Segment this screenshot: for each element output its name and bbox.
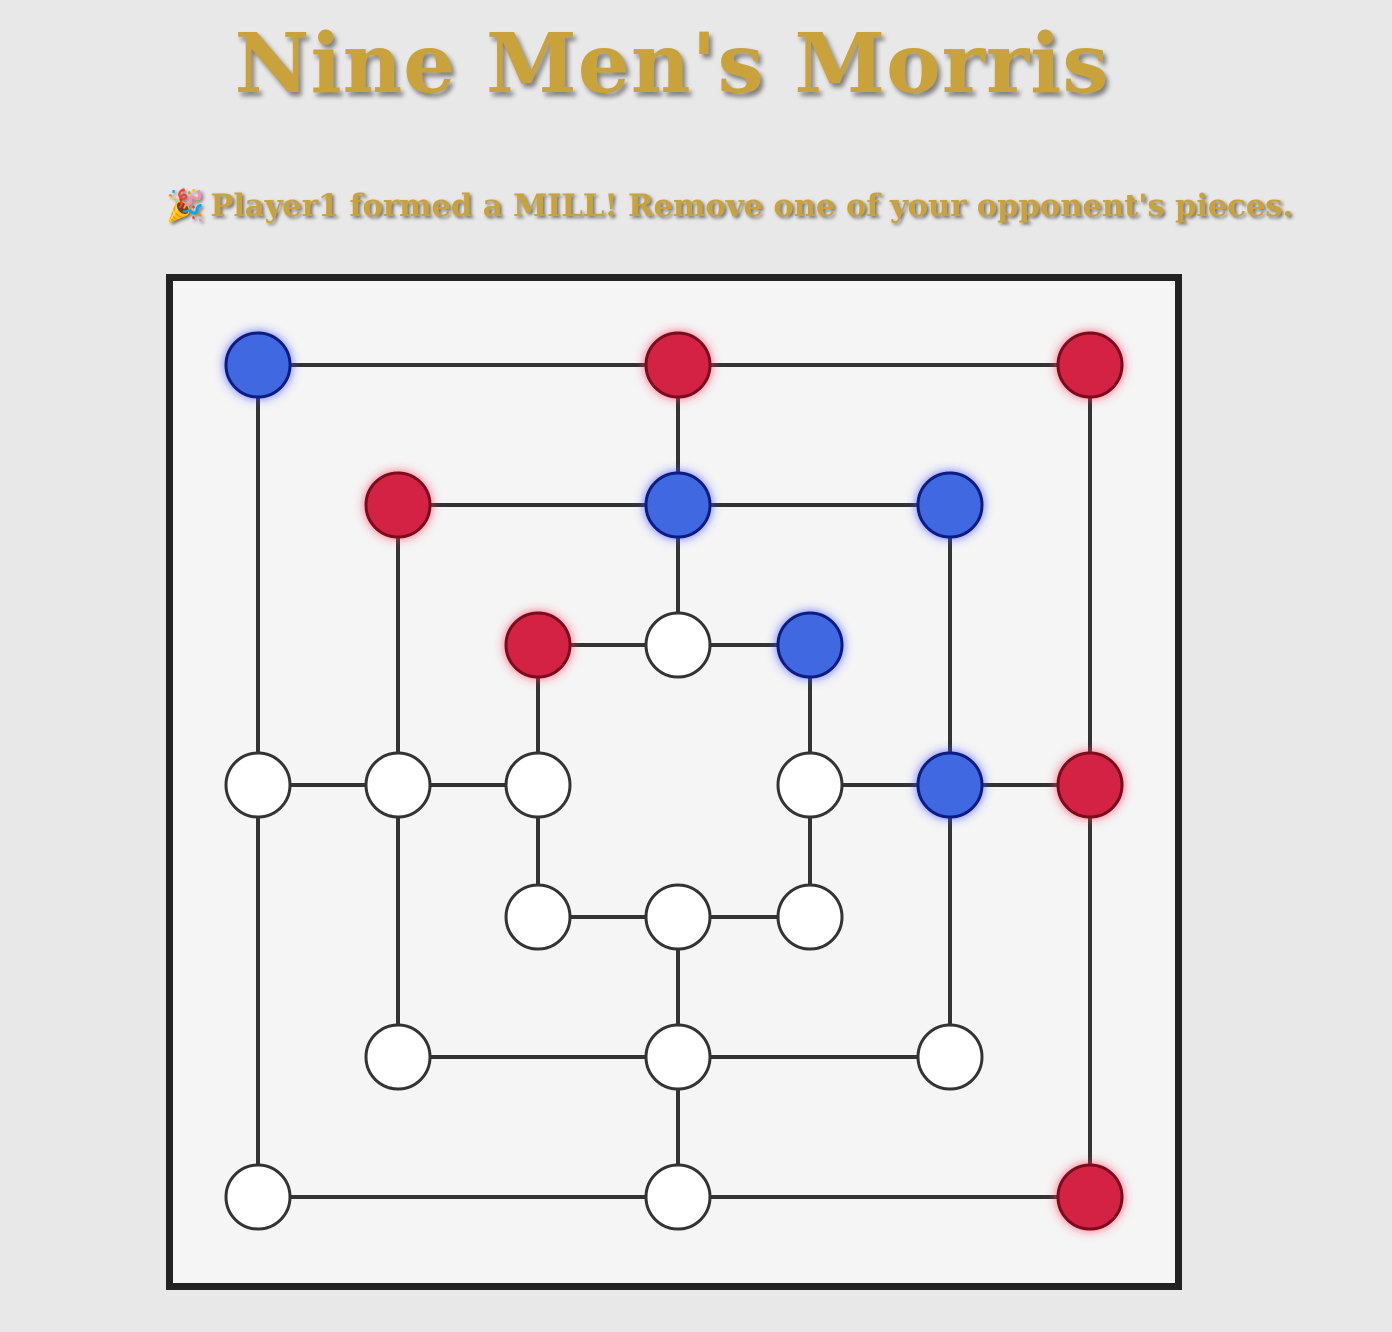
red-piece-b6[interactable] (364, 471, 432, 539)
empty-point-c4[interactable] (504, 751, 572, 819)
blue-piece-d6[interactable] (644, 471, 712, 539)
empty-point-b2[interactable] (364, 1023, 432, 1091)
red-piece-g4[interactable] (1056, 751, 1124, 819)
red-piece-g7[interactable] (1056, 331, 1124, 399)
status-message-bar: 🎉 Player1 formed a MILL! Remove one of yo… (166, 180, 1293, 232)
game-board (166, 274, 1182, 1290)
status-message: Player1 formed a MILL! Remove one of you… (210, 188, 1293, 224)
empty-point-d3[interactable] (644, 883, 712, 951)
empty-point-a1[interactable] (224, 1163, 292, 1231)
empty-point-d5[interactable] (644, 611, 712, 679)
board-frame (166, 274, 1182, 1290)
empty-point-d2[interactable] (644, 1023, 712, 1091)
page-title: Nine Men's Morris (234, 16, 1110, 112)
board-canvas (166, 274, 1182, 1290)
blue-piece-a7[interactable] (224, 331, 292, 399)
board-points (224, 331, 1124, 1231)
empty-point-b4[interactable] (364, 751, 432, 819)
empty-point-a4[interactable] (224, 751, 292, 819)
red-piece-g1[interactable] (1056, 1163, 1124, 1231)
blue-piece-f4[interactable] (916, 751, 984, 819)
party-popper-icon: 🎉 (166, 188, 205, 224)
empty-point-f2[interactable] (916, 1023, 984, 1091)
empty-point-d1[interactable] (644, 1163, 712, 1231)
empty-point-c3[interactable] (504, 883, 572, 951)
red-piece-d7[interactable] (644, 331, 712, 399)
blue-piece-e5[interactable] (776, 611, 844, 679)
red-piece-c5[interactable] (504, 611, 572, 679)
blue-piece-f6[interactable] (916, 471, 984, 539)
empty-point-e3[interactable] (776, 883, 844, 951)
empty-point-e4[interactable] (776, 751, 844, 819)
